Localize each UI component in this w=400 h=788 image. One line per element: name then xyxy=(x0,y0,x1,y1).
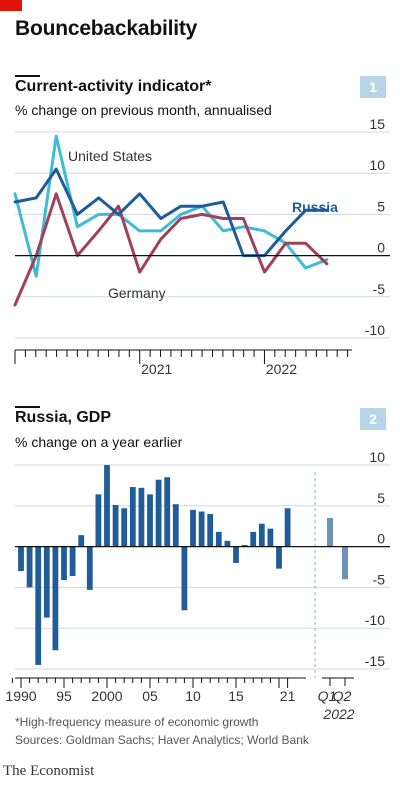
panel1-ytick-label: -10 xyxy=(365,322,385,338)
panel2-ytick-label: 5 xyxy=(377,490,385,506)
gdp-bar xyxy=(26,546,33,588)
panel2-xtick-label: 2000 xyxy=(91,688,122,704)
panel1-rule xyxy=(15,75,40,77)
panel1-ytick-label: 15 xyxy=(369,116,385,132)
panel1-xtick-label: 2022 xyxy=(266,361,297,377)
panel2-ytick-label: -15 xyxy=(365,653,385,669)
panel2-xtick-label: 15 xyxy=(228,688,244,704)
series-line-germany xyxy=(13,192,329,307)
panel2-number-badge: 2 xyxy=(360,408,386,430)
panel2-forecast-label: Q1 xyxy=(318,688,337,704)
label-russia: Russia xyxy=(292,199,338,215)
panel2-forecast-label: Q2 xyxy=(333,688,352,704)
page-title: Bouncebackability xyxy=(15,17,198,40)
brand-logo: The Economist xyxy=(3,763,95,779)
gdp-bar xyxy=(78,535,85,547)
panel1-title: Current-activity indicator* xyxy=(15,78,212,95)
panel2-subtitle: % change on a year earlier xyxy=(15,434,183,450)
panel2-ytick-label: -10 xyxy=(365,612,385,628)
gdp-bar xyxy=(35,546,42,665)
gdp-bar xyxy=(18,546,24,572)
panel2-title: Russia, GDP xyxy=(15,409,112,426)
gdp-bar xyxy=(181,546,188,611)
gdp-forecast-bar xyxy=(327,518,333,547)
gdp-bar xyxy=(190,509,196,547)
panel2-xtick-label: 10 xyxy=(185,688,201,704)
gdp-bar xyxy=(155,479,162,547)
panel2-xtick-label: 21 xyxy=(280,688,296,704)
gdp-bar xyxy=(258,523,265,547)
panel1-number-badge: 1 xyxy=(360,76,386,98)
panel1-ytick-label: 0 xyxy=(377,240,385,256)
panel2-xtick-label: 1990 xyxy=(5,688,36,704)
gdp-bar xyxy=(112,504,119,547)
gdp-bar xyxy=(121,508,128,547)
series-line-united-states xyxy=(13,134,329,278)
panel2-xtick-label: 05 xyxy=(142,688,158,704)
gdp-bar xyxy=(284,508,291,547)
accent-bar xyxy=(0,0,22,11)
panel1-ytick-label: 5 xyxy=(377,198,385,214)
panel1-subtitle: % change on previous month, annualised xyxy=(15,102,272,118)
gdp-bar xyxy=(164,477,171,547)
gdp-bar xyxy=(267,528,274,547)
panel2-forecast-year: 2022 xyxy=(322,706,354,722)
gdp-bar xyxy=(52,546,59,651)
gdp-bar xyxy=(43,546,50,618)
panel1-number: 1 xyxy=(369,79,377,95)
gdp-bar xyxy=(61,546,67,581)
gdp-bar xyxy=(198,511,205,547)
gdp-bar xyxy=(104,465,110,547)
series-line-russia xyxy=(13,167,329,258)
panel1-xtick-label: 2021 xyxy=(141,361,172,377)
panel2-ytick-label: 10 xyxy=(369,449,385,465)
label-united-states: United States xyxy=(68,148,152,164)
panel2-ytick-label: 0 xyxy=(377,531,385,547)
label-germany: Germany xyxy=(108,285,166,301)
gdp-bar xyxy=(86,546,93,590)
gdp-bar xyxy=(276,546,282,569)
gdp-bar xyxy=(215,531,222,547)
sources: Sources: Goldman Sachs; Haver Analytics;… xyxy=(15,733,309,747)
panel2-rule xyxy=(15,406,40,408)
gdp-bar xyxy=(69,546,76,576)
gdp-bar xyxy=(250,531,257,547)
panel2-xtick-label: 95 xyxy=(56,688,72,704)
gdp-bar xyxy=(129,487,136,547)
panel2-number: 2 xyxy=(369,411,377,427)
footnote: *High-frequency measure of economic grow… xyxy=(15,715,259,729)
gdp-bar xyxy=(172,504,179,547)
gdp-bar xyxy=(207,513,214,547)
panel2-ytick-label: -5 xyxy=(373,571,386,587)
gdp-bar xyxy=(147,494,153,547)
gdp-bar xyxy=(224,540,231,547)
panel1-ytick-label: 10 xyxy=(369,157,385,173)
gdp-bar xyxy=(138,487,145,547)
gdp-bar xyxy=(241,544,248,547)
gdp-bar xyxy=(95,494,102,547)
panel1-ytick-label: -5 xyxy=(373,281,386,297)
gdp-forecast-bar xyxy=(342,546,348,580)
gdp-bar xyxy=(233,546,239,563)
